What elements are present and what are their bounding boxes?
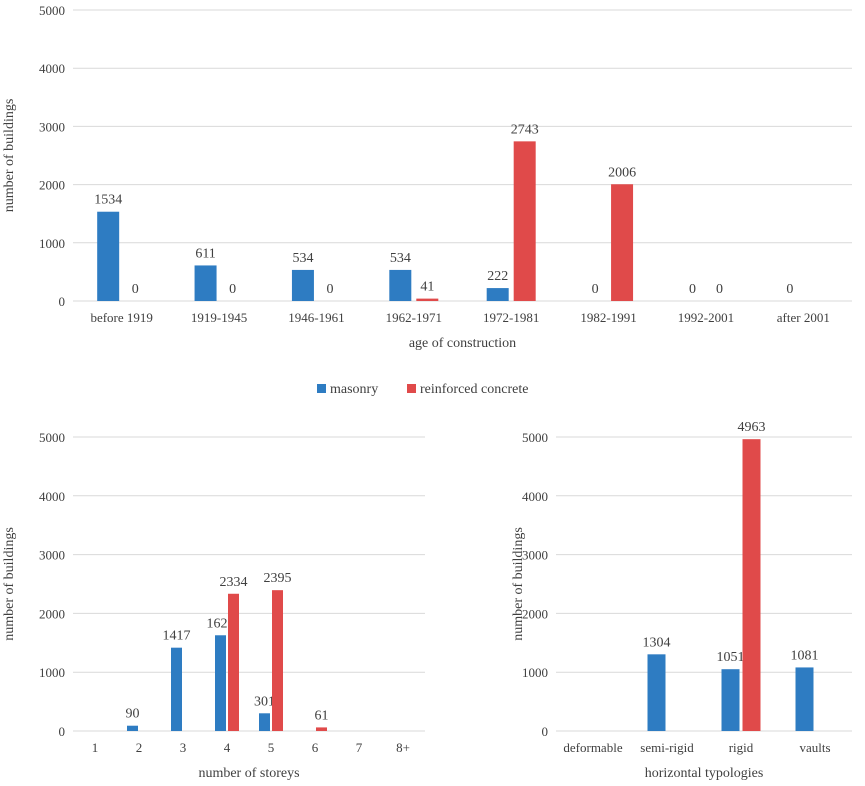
y-axis-title: number of buildings bbox=[2, 99, 17, 213]
y-tick-label: 1000 bbox=[522, 665, 548, 680]
bar-reinforced-concrete-5 bbox=[272, 590, 283, 731]
y-tick-label: 2000 bbox=[39, 606, 65, 621]
data-label-masonry-3: 1417 bbox=[163, 629, 191, 644]
legend-swatch-reinforced-concrete bbox=[407, 384, 416, 393]
x-tick-label: 7 bbox=[356, 740, 363, 755]
x-axis-title: number of storeys bbox=[198, 766, 299, 781]
x-tick-label: before 1919 bbox=[90, 310, 152, 325]
data-label-reinforced-concrete-1919-1945: 0 bbox=[229, 282, 236, 297]
data-label-reinforced-concrete-4: 2334 bbox=[220, 575, 248, 590]
x-tick-label: 4 bbox=[224, 740, 231, 755]
data-label-masonry-1992-2001: 0 bbox=[689, 282, 696, 297]
data-label-reinforced-concrete-before-1919: 0 bbox=[132, 282, 139, 297]
y-tick-label: 2000 bbox=[39, 178, 65, 193]
y-tick-label: 4000 bbox=[39, 489, 65, 504]
y-axis-title: number of buildings bbox=[2, 527, 17, 641]
x-tick-label: 1972-1981 bbox=[483, 310, 539, 325]
bar-masonry-rigid bbox=[721, 669, 740, 731]
data-label-reinforced-concrete-1982-1991: 2006 bbox=[608, 165, 636, 180]
y-tick-label: 1000 bbox=[39, 236, 65, 251]
data-label-masonry-after-2001: 0 bbox=[786, 282, 793, 297]
chart-age-of-construction: 0 1000 2000 3000 4000 5000 before 1919 1534 0 191… bbox=[2, 3, 852, 351]
bar-masonry-before-1919 bbox=[97, 211, 120, 301]
y-tick-label: 1000 bbox=[39, 665, 65, 680]
bar-masonry-1919-1945 bbox=[194, 265, 217, 301]
x-tick-label: 1 bbox=[92, 740, 99, 755]
y-tick-label: 0 bbox=[542, 724, 549, 739]
legend: masonry reinforced concrete bbox=[317, 382, 528, 397]
bar-reinforced-concrete-rigid bbox=[742, 439, 761, 731]
y-tick-label: 4000 bbox=[39, 61, 65, 76]
y-tick-label: 0 bbox=[59, 724, 66, 739]
y-tick-label: 4000 bbox=[522, 489, 548, 504]
chart-number-of-storeys: 0 1000 2000 3000 4000 5000 1 2 90 3 1417 4 1628 2334 5… bbox=[2, 430, 425, 781]
bar-reinforced-concrete-6 bbox=[316, 727, 327, 731]
y-tick-label: 2000 bbox=[522, 606, 548, 621]
legend-swatch-masonry bbox=[317, 384, 326, 393]
y-tick-label: 5000 bbox=[39, 3, 65, 18]
data-label-reinforced-concrete-1992-2001: 0 bbox=[716, 282, 723, 297]
data-label-reinforced-concrete-rigid: 4963 bbox=[738, 420, 766, 435]
x-tick-label: 1982-1991 bbox=[580, 310, 636, 325]
data-label-masonry-4: 1628 bbox=[207, 616, 235, 631]
legend-label-reinforced-concrete: reinforced concrete bbox=[420, 382, 528, 397]
x-tick-label: 1946-1961 bbox=[288, 310, 344, 325]
data-label-masonry-vaults: 1081 bbox=[791, 648, 819, 663]
data-label-masonry-1919-1945: 611 bbox=[195, 246, 215, 261]
x-tick-label: 3 bbox=[180, 740, 187, 755]
bar-masonry-1972-1981 bbox=[486, 288, 509, 301]
data-label-reinforced-concrete-5: 2395 bbox=[264, 571, 292, 586]
bar-masonry-1946-1961 bbox=[291, 269, 314, 301]
x-tick-label: 6 bbox=[312, 740, 319, 755]
bar-reinforced-concrete-1962-1971 bbox=[416, 298, 439, 301]
bar-masonry-4 bbox=[215, 635, 226, 731]
x-tick-label: 1962-1971 bbox=[386, 310, 442, 325]
bar-masonry-semi-rigid bbox=[647, 654, 666, 731]
data-label-reinforced-concrete-1972-1981: 2743 bbox=[511, 122, 539, 137]
x-tick-label: 1992-2001 bbox=[678, 310, 734, 325]
data-label-masonry-semi-rigid: 1304 bbox=[643, 635, 671, 650]
x-tick-label: deformable bbox=[563, 740, 622, 755]
data-label-masonry-1962-1971: 534 bbox=[390, 251, 411, 266]
data-label-reinforced-concrete-1946-1961: 0 bbox=[326, 282, 333, 297]
data-label-masonry-before-1919: 1534 bbox=[94, 193, 122, 208]
y-tick-label: 5000 bbox=[39, 430, 65, 445]
y-tick-label: 0 bbox=[59, 294, 66, 309]
y-tick-label: 5000 bbox=[522, 430, 548, 445]
bar-masonry-vaults bbox=[795, 667, 814, 731]
x-tick-label: 1919-1945 bbox=[191, 310, 247, 325]
data-label-masonry-1946-1961: 534 bbox=[292, 251, 313, 266]
x-tick-label: 2 bbox=[136, 740, 143, 755]
data-label-masonry-1972-1981: 222 bbox=[487, 269, 508, 284]
legend-label-masonry: masonry bbox=[330, 382, 378, 397]
y-tick-label: 3000 bbox=[522, 548, 548, 563]
y-axis-title: number of buildings bbox=[511, 527, 526, 641]
bar-masonry-5 bbox=[259, 713, 270, 731]
data-label-masonry-1982-1991: 0 bbox=[592, 282, 599, 297]
data-label-masonry-2: 90 bbox=[126, 707, 140, 722]
x-axis-title: horizontal typologies bbox=[645, 766, 764, 781]
x-tick-label: rigid bbox=[729, 740, 754, 755]
data-label-masonry-5: 301 bbox=[254, 694, 275, 709]
x-tick-label: 5 bbox=[268, 740, 275, 755]
bar-masonry-3 bbox=[171, 647, 182, 731]
x-tick-label: after 2001 bbox=[777, 310, 830, 325]
bar-masonry-2 bbox=[127, 725, 138, 731]
bar-masonry-1962-1971 bbox=[389, 269, 412, 301]
data-label-masonry-rigid: 1051 bbox=[717, 650, 745, 665]
x-axis-title: age of construction bbox=[409, 336, 516, 351]
chart-horizontal-typologies: 0 1000 2000 3000 4000 5000 deformable semi-rigi… bbox=[511, 420, 852, 781]
data-label-reinforced-concrete-1962-1971: 41 bbox=[420, 280, 434, 295]
y-tick-label: 3000 bbox=[39, 119, 65, 134]
x-tick-label: vaults bbox=[799, 740, 830, 755]
bar-reinforced-concrete-1982-1991 bbox=[611, 184, 634, 301]
bar-reinforced-concrete-1972-1981 bbox=[513, 141, 536, 301]
y-tick-label: 3000 bbox=[39, 548, 65, 563]
x-tick-label: 8+ bbox=[396, 740, 410, 755]
data-label-reinforced-concrete-6: 61 bbox=[315, 708, 329, 723]
x-tick-label: semi-rigid bbox=[640, 740, 694, 755]
bar-reinforced-concrete-4 bbox=[228, 593, 239, 731]
